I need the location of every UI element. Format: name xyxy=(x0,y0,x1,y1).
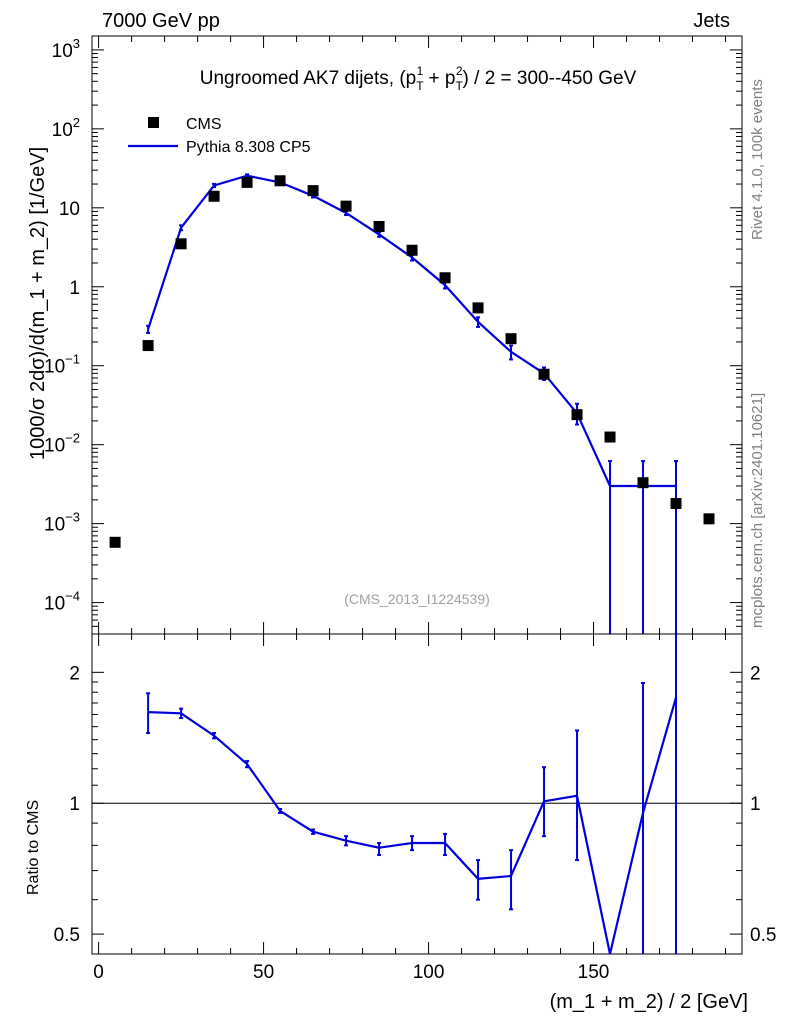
y-tick-label: 103 xyxy=(52,36,80,62)
y-tick-label: 10−3 xyxy=(44,510,80,536)
cms-data-point xyxy=(604,431,616,443)
legend: CMS Pythia 8.308 CP5 xyxy=(128,116,311,156)
legend-cms-marker xyxy=(148,117,159,128)
ratio-y-tick-label-right: 0.5 xyxy=(750,925,776,946)
cms-data-point xyxy=(208,190,220,202)
cms-data-point xyxy=(472,302,484,314)
title-prefix: Ungroomed AK7 dijets, (p xyxy=(200,68,417,89)
cms-data-point xyxy=(142,340,154,352)
x-tick-label: 100 xyxy=(413,962,445,983)
legend-cms-label: CMS xyxy=(186,116,222,133)
main-y-ticks xyxy=(92,49,742,635)
title-suffix: ) / 2 = 300--450 GeV xyxy=(463,68,637,89)
ratio-line xyxy=(148,697,678,955)
title-sub2: T xyxy=(456,79,464,93)
title-sup1: 1 xyxy=(417,64,424,78)
y-tick-label: 10−1 xyxy=(44,352,80,378)
mcplots-label: mcplots.cern.ch [arXiv:2401.10621] xyxy=(749,393,766,628)
analysis-watermark: (CMS_2013_I1224539) xyxy=(344,591,490,607)
cms-data-point xyxy=(109,536,121,548)
ratio-y-ticks: 2 2 1 1 0.5 0.5 xyxy=(54,663,777,946)
cms-data-point xyxy=(340,200,352,212)
cms-data-point xyxy=(274,175,286,187)
cms-data-point xyxy=(175,238,187,250)
title-mid: + p xyxy=(423,68,455,89)
legend-pythia-label: Pythia 8.308 CP5 xyxy=(186,139,311,156)
cms-data-point xyxy=(637,477,649,489)
cms-data-point xyxy=(307,185,319,197)
rivet-label: Rivet 4.1.0, 100k events xyxy=(749,79,766,240)
x-tick-label: 150 xyxy=(578,962,610,983)
title-sup2: 2 xyxy=(456,64,463,78)
main-y-axis-label: 1000/σ 2dσ)/d(m_1 + m_2) [1/GeV] xyxy=(27,147,49,460)
main-series xyxy=(109,173,715,634)
ratio-panel: 2 2 1 1 0.5 0.5 0 50 100 150 xyxy=(54,633,777,983)
y-tick-label: 10−4 xyxy=(44,589,80,615)
ratio-y-tick-label: 1 xyxy=(69,794,80,815)
ratio-y-axis-label: Ratio to CMS xyxy=(25,800,42,895)
cms-data-point xyxy=(538,368,550,380)
x-tick-label: 0 xyxy=(93,962,104,983)
main-x-ticks xyxy=(98,36,727,634)
mc-line xyxy=(147,174,676,488)
y-tick-label: 10−2 xyxy=(44,431,80,457)
y-tick-label: 1 xyxy=(69,278,80,299)
ratio-x-ticks xyxy=(98,634,727,954)
x-tick-labels: 0 50 100 150 xyxy=(93,962,609,983)
ratio-y-tick-label: 2 xyxy=(69,663,80,684)
header-right: Jets xyxy=(693,10,730,32)
cms-data-point xyxy=(439,272,451,284)
cms-data-point xyxy=(373,220,385,232)
ratio-frame xyxy=(91,633,743,955)
header-left: 7000 GeV pp xyxy=(102,10,220,32)
x-axis-label: (m_1 + m_2) / 2 [GeV] xyxy=(550,991,748,1013)
x-tick-label: 50 xyxy=(253,962,274,983)
cms-data-point xyxy=(505,333,517,345)
y-tick-label: 10 xyxy=(59,199,80,220)
title-sub1: T xyxy=(416,79,424,93)
ratio-series xyxy=(92,634,742,955)
cms-data-point xyxy=(703,513,715,525)
chart-title: Ungroomed AK7 dijets, (pT1 + pT2) / 2 = … xyxy=(200,64,637,93)
cms-data-point xyxy=(571,409,583,421)
ratio-y-tick-label: 0.5 xyxy=(54,925,80,946)
ratio-y-tick-label-right: 2 xyxy=(750,663,761,684)
cms-data-point xyxy=(241,176,253,188)
y-tick-label: 102 xyxy=(52,115,80,141)
cms-data-point xyxy=(406,244,418,256)
ratio-y-tick-label-right: 1 xyxy=(750,794,761,815)
cms-data-point xyxy=(670,497,682,509)
